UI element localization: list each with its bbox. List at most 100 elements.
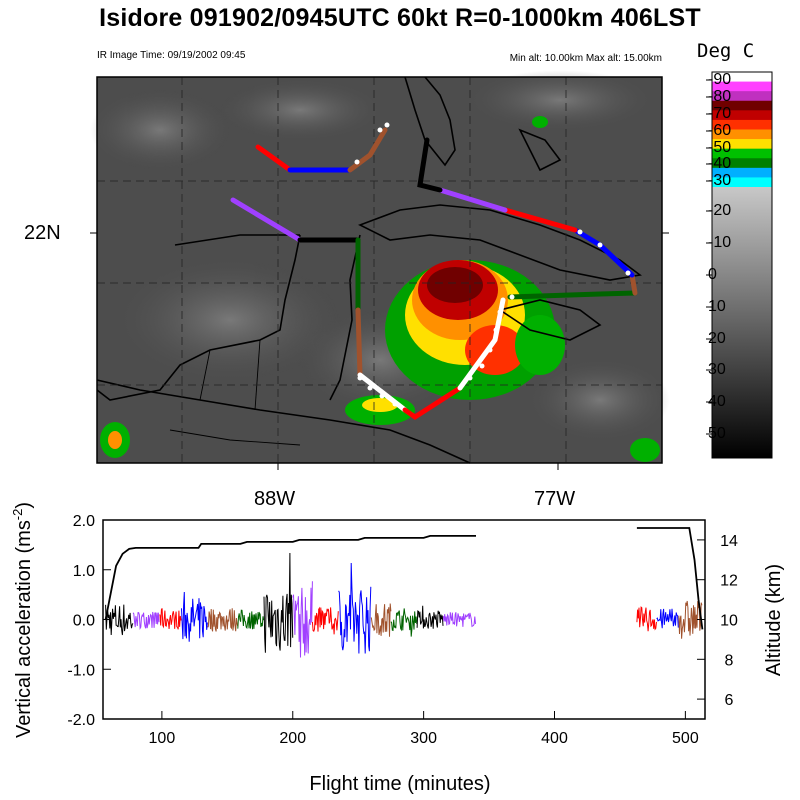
map-frame (96, 76, 663, 464)
colorbar-swatch (712, 129, 772, 140)
track-seg-9 (402, 385, 463, 421)
altitude-line (104, 527, 704, 630)
colorbar-label: -60 (708, 122, 732, 139)
y-tick-label: 2.0 (73, 513, 95, 530)
y2-tick-label: 8 (725, 652, 734, 669)
acceleration-chart: 2.0 1.0 0.0 -1.0 -2.0 6 8 10 12 14 100 200 300 400 5… (10, 502, 785, 795)
colorbar-label: 0 (708, 266, 717, 283)
altitude-range: Min alt: 10.00km Max alt: 15.00km (509, 53, 662, 64)
colorbar-swatch (712, 139, 772, 150)
x-tick-label: 200 (279, 730, 306, 747)
ir-image-time: IR Image Time: 09/19/2002 09:45 (97, 50, 246, 61)
colorbar-swatch (712, 167, 772, 178)
y-tick-label: 0.0 (73, 613, 95, 630)
coastlines (96, 76, 642, 464)
colorbar-swatch (712, 91, 772, 102)
colorbar-swatch (712, 148, 772, 159)
colorbar-swatch (712, 81, 772, 92)
figure-title: Isidore 091902/0945UTC 60kt R=0-1000km 4… (99, 4, 701, 32)
x-tick-label: 400 (541, 730, 568, 747)
track-seg-7 (355, 307, 363, 378)
colorbar-label: -90 (708, 71, 732, 88)
borders (169, 339, 301, 446)
acceleration-series (105, 552, 703, 658)
track-seg-4 (230, 197, 303, 243)
colorbar-swatch (712, 100, 772, 111)
track-seg-16 (417, 137, 443, 193)
colorbar-swatch (712, 119, 772, 130)
y2-axis-label: Altitude (km) (763, 564, 785, 676)
track-seg-12 (629, 272, 638, 296)
colorbar-label: -30 (708, 172, 732, 189)
track-seg-11 (507, 290, 638, 300)
y-ticks: 2.0 1.0 0.0 -1.0 -2.0 (67, 513, 111, 729)
colorbar (706, 71, 773, 459)
colorbar-swatch (712, 72, 772, 83)
colorbar-label: -40 (708, 155, 732, 172)
colorbar-label: 40 (708, 393, 726, 410)
y2-tick-label: 12 (720, 573, 738, 590)
colorbar-label: 10 (708, 298, 726, 315)
y-axis-label: Vertical acceleration (ms-2) (10, 502, 35, 738)
x-tick-label: 500 (672, 730, 699, 747)
y2-ticks: 6 8 10 12 14 (697, 533, 738, 709)
colorbar-label: -50 (708, 139, 732, 156)
acceleration-segment (636, 606, 657, 632)
acceleration-segment (338, 562, 372, 654)
lon-label-88w: 88W (254, 488, 296, 510)
cloud-texture (90, 70, 670, 440)
colorbar-label: 50 (708, 425, 726, 442)
track-dots (354, 122, 631, 407)
y-tick-label: 1.0 (73, 563, 95, 580)
track-seg-15 (437, 187, 508, 213)
y-tick-label: -1.0 (67, 662, 95, 679)
acceleration-segment (311, 606, 339, 635)
y2-tick-label: 10 (720, 613, 738, 630)
acceleration-segment (416, 605, 444, 629)
acceleration-segment (263, 552, 294, 653)
colorbar-frame (711, 71, 773, 459)
colorbar-label: -80 (708, 88, 732, 105)
acceleration-segment (442, 612, 476, 628)
lon-label-77w: 77W (534, 488, 576, 510)
track-seg-14 (502, 207, 578, 233)
colorbar-swatch (712, 110, 772, 121)
acceleration-segment (656, 608, 679, 629)
acceleration-segment (237, 609, 265, 630)
acceleration-segment (159, 608, 182, 630)
y-axis-label-main: Vertical acceleration (ms (13, 520, 35, 738)
colorbar-label: -10 (708, 234, 732, 251)
colorbar-gray-ramp (712, 187, 772, 458)
track-seg-8 (357, 372, 408, 413)
x-tick-label: 100 (149, 730, 176, 747)
acceleration-segment (181, 591, 208, 642)
y-axis-label-sup: -2 (10, 509, 25, 521)
y2-tick-label: 14 (720, 533, 738, 550)
colorbar-label: 30 (708, 361, 726, 378)
acceleration-segment (132, 611, 160, 630)
track-seg-1 (255, 144, 293, 173)
y2-tick-label: 6 (725, 692, 734, 709)
y-axis-label-end: ) (13, 502, 35, 509)
acceleration-segment (678, 600, 703, 639)
track-seg-3 (347, 127, 388, 173)
colorbar-label: -70 (708, 105, 732, 122)
lat-label: 22N (24, 222, 61, 244)
x-axis-label: Flight time (minutes) (309, 773, 490, 795)
acceleration-segment (105, 604, 134, 636)
map-gridlines (97, 77, 662, 463)
y-tick-label: -2.0 (67, 712, 95, 729)
colorbar-swatch (712, 158, 772, 169)
acceleration-segment (370, 603, 392, 637)
colorbar-swatch (712, 177, 772, 188)
colorbar-title: Deg C (697, 40, 755, 62)
acceleration-segment (292, 581, 313, 658)
satellite-map (90, 70, 773, 470)
map-ticks (90, 232, 669, 470)
x-tick-label: 300 (410, 730, 437, 747)
acceleration-segment (390, 608, 418, 637)
x-ticks: 100 200 300 400 500 (149, 711, 699, 747)
colorbar-label: -20 (708, 202, 732, 219)
acceleration-segment (207, 608, 239, 632)
colorbar-label: 20 (708, 330, 726, 347)
